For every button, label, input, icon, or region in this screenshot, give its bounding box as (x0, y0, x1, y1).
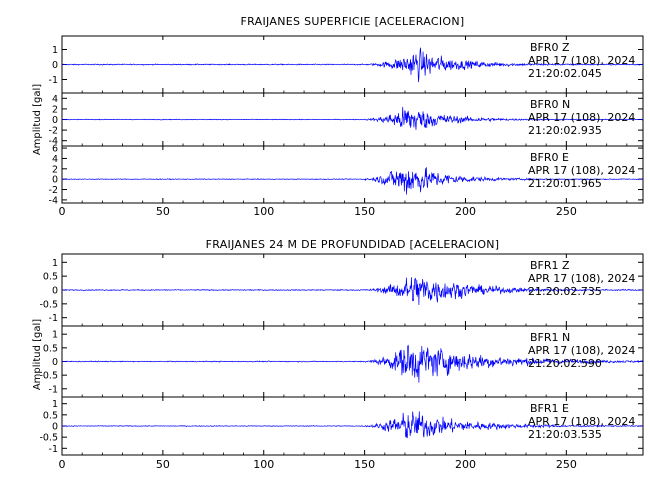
waveform-trace (61, 411, 644, 439)
y-tick-label: 4 (52, 94, 58, 105)
y-tick-label: 1 (52, 45, 58, 56)
waveform-trace (61, 167, 644, 195)
y-tick-label: -0.5 (39, 433, 58, 444)
y-tick-label: 0 (52, 60, 58, 71)
waveform-trace (61, 47, 644, 83)
y-axis-label: Amplitud [gal] (32, 84, 43, 155)
station-component-label: BFR1 N (530, 331, 570, 344)
y-tick-label: 0 (52, 422, 58, 433)
x-tick-label: 50 (156, 205, 170, 218)
waveform-trace (61, 344, 644, 383)
y-tick-label: 1 (52, 399, 58, 410)
y-tick-label: 0 (52, 357, 58, 368)
event-time: 21:20:01.965 (528, 177, 602, 190)
event-time: 21:20:03.535 (528, 428, 602, 441)
station-component-label: BFR1 E (530, 402, 569, 415)
x-tick-label: 50 (156, 458, 170, 471)
y-tick-label: -1 (49, 75, 58, 86)
panel-frame (61, 145, 644, 204)
y-tick-label: 0 (52, 286, 58, 297)
event-date: APR 17 (108), 2024 (528, 54, 635, 67)
y-tick-label: 0 (52, 115, 58, 126)
y-tick-label: -4 (49, 195, 58, 206)
station-component-label: BFR0 N (530, 98, 570, 111)
station-component-label: BFR0 E (530, 151, 569, 164)
y-tick-label: -0.5 (39, 299, 58, 310)
x-tick-label: 200 (455, 458, 476, 471)
y-tick-label: -2 (49, 185, 58, 196)
x-tick-label: 250 (556, 458, 577, 471)
y-tick-label: 0 (52, 175, 58, 186)
y-tick-label: -4 (49, 136, 58, 147)
x-tick-label: 0 (59, 458, 66, 471)
chart-title: FRAIJANES SUPERFICIE [ACELERACION] (241, 15, 465, 28)
y-tick-label: -1 (49, 444, 58, 455)
event-time: 21:20:02.045 (528, 67, 602, 80)
y-tick-label: 4 (52, 154, 58, 165)
y-tick-label: 1 (52, 330, 58, 341)
figure-1: FRAIJANES SUPERFICIE [ACELERACION] Amplit… (32, 15, 644, 218)
x-tick-label: 150 (354, 458, 375, 471)
y-axis-label: Amplitud [gal] (32, 319, 43, 390)
x-tick-label: 0 (59, 205, 66, 218)
event-date: APR 17 (108), 2024 (528, 164, 635, 177)
y-tick-label: 2 (52, 104, 58, 115)
waveform-trace (61, 106, 644, 130)
x-tick-label: 250 (556, 205, 577, 218)
event-time: 21:20:02.935 (528, 124, 602, 137)
event-date: APR 17 (108), 2024 (528, 111, 635, 124)
chart-title: FRAIJANES 24 M DE PROFUNDIDAD [ACELERACI… (206, 238, 500, 251)
x-tick-label: 150 (354, 205, 375, 218)
y-tick-label: 1 (52, 258, 58, 269)
y-tick-label: -2 (49, 126, 58, 137)
event-time: 21:20:02.590 (528, 357, 602, 370)
figure-2: FRAIJANES 24 M DE PROFUNDIDAD [ACELERACI… (32, 238, 644, 471)
y-tick-label: 0.5 (43, 410, 58, 421)
y-tick-label: 6 (52, 144, 58, 155)
y-tick-label: 2 (52, 164, 58, 175)
y-tick-label: -1 (49, 384, 58, 395)
event-date: APR 17 (108), 2024 (528, 272, 635, 285)
y-tick-label: 0.5 (43, 272, 58, 283)
station-component-label: BFR0 Z (530, 41, 570, 54)
event-time: 21:20:02.735 (528, 285, 602, 298)
x-tick-label: 200 (455, 205, 476, 218)
x-tick-label: 100 (253, 458, 274, 471)
station-component-label: BFR1 Z (530, 259, 570, 272)
event-date: APR 17 (108), 2024 (528, 344, 635, 357)
y-tick-label: -0.5 (39, 371, 58, 382)
event-date: APR 17 (108), 2024 (528, 415, 635, 428)
waveform-trace (61, 277, 644, 305)
y-tick-label: -1 (49, 313, 58, 324)
x-tick-label: 100 (253, 205, 274, 218)
y-tick-label: 0.5 (43, 343, 58, 354)
